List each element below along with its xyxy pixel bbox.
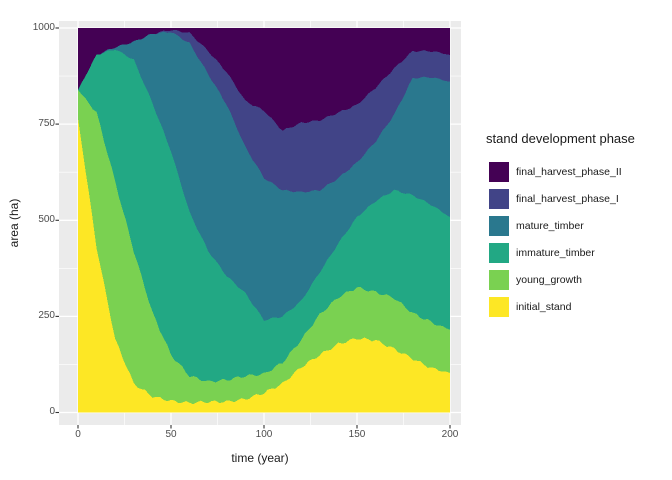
legend-item-label: final_harvest_phase_I	[516, 193, 619, 205]
x-tick-label: 50	[165, 429, 177, 440]
legend-swatch	[489, 216, 509, 236]
legend-item-label: immature_timber	[516, 247, 595, 259]
legend-item-label: young_growth	[516, 274, 582, 286]
y-tick-label: 500	[38, 214, 55, 225]
legend-item: mature_timber	[489, 216, 622, 236]
legend-swatch	[489, 189, 509, 209]
legend-item-label: mature_timber	[516, 220, 584, 232]
legend-items: final_harvest_phase_II final_harvest_pha…	[489, 162, 622, 324]
legend-item: final_harvest_phase_I	[489, 189, 622, 209]
legend-item: final_harvest_phase_II	[489, 162, 622, 182]
legend-swatch	[489, 243, 509, 263]
legend-title: stand development phase	[486, 131, 635, 146]
x-tick-label: 200	[441, 429, 459, 440]
y-tick-label: 250	[38, 310, 55, 321]
legend-item: initial_stand	[489, 297, 622, 317]
x-axis-title: time (year)	[231, 451, 289, 465]
legend-item-label: final_harvest_phase_II	[516, 166, 622, 178]
legend-item-label: initial_stand	[516, 301, 572, 313]
x-tick-label: 100	[255, 429, 273, 440]
legend-swatch	[489, 297, 509, 317]
legend-swatch	[489, 270, 509, 290]
x-tick-label: 150	[348, 429, 366, 440]
y-tick-label: 0	[49, 406, 55, 417]
y-tick-label: 1000	[32, 22, 55, 33]
x-tick-label: 0	[75, 429, 81, 440]
legend-swatch	[489, 162, 509, 182]
y-tick-label: 750	[38, 118, 55, 129]
legend-item: young_growth	[489, 270, 622, 290]
legend-item: immature_timber	[489, 243, 622, 263]
